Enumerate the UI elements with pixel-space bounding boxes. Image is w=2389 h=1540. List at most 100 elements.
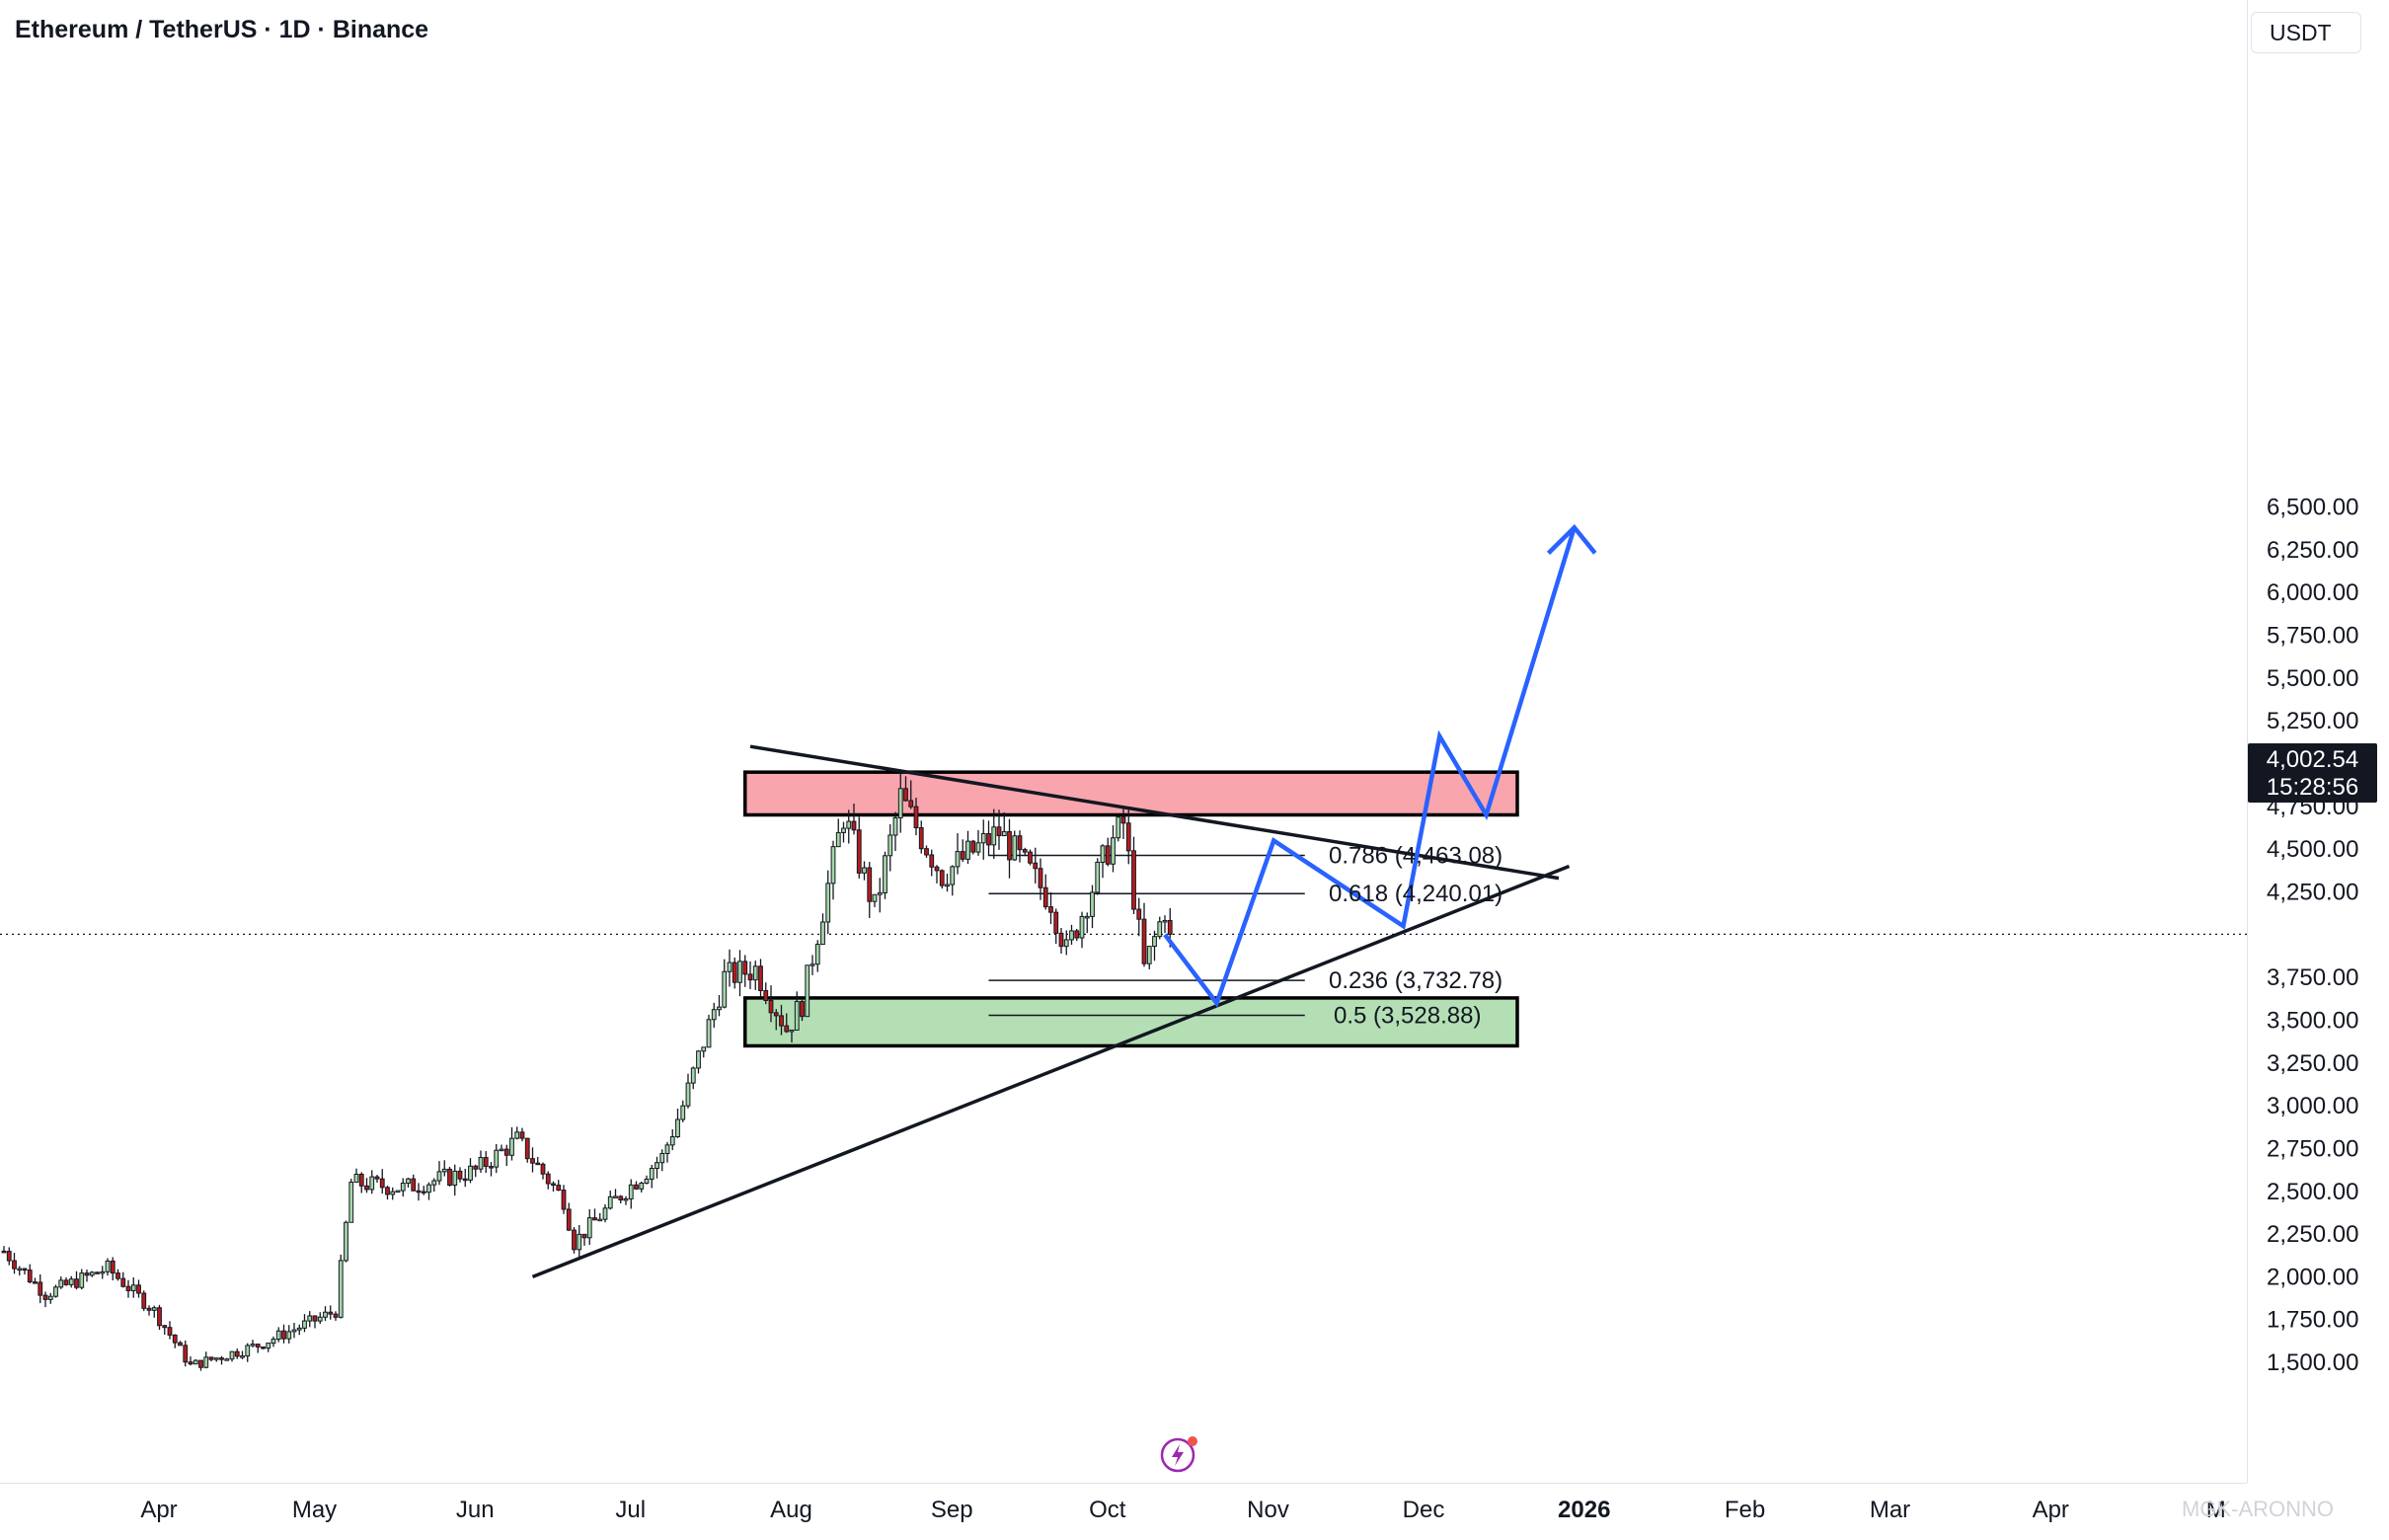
candle <box>784 1013 790 1034</box>
candle <box>203 1351 209 1369</box>
candle <box>53 1284 58 1298</box>
candle <box>33 1277 38 1284</box>
candle <box>245 1343 251 1362</box>
candle <box>240 1350 245 1359</box>
price-axis-label: 3,250.00 <box>2267 1050 2358 1077</box>
price-chart[interactable]: 0.786 (4,463.08) 0.618 (4,240.01) 0.236 (3… <box>0 0 2247 1483</box>
candle <box>344 1220 348 1263</box>
candle <box>779 1004 784 1036</box>
candle <box>586 1209 592 1246</box>
time-axis-label: 2026 <box>1558 1497 1610 1523</box>
time-axis-label: Dec <box>1403 1497 1445 1523</box>
candle <box>270 1336 276 1348</box>
candle <box>1125 807 1131 865</box>
candle <box>877 878 883 913</box>
candle <box>79 1269 85 1290</box>
currency-selector-button[interactable]: USDT <box>2251 12 2361 53</box>
candle <box>794 991 800 1031</box>
candle <box>509 1126 514 1161</box>
candle <box>872 893 878 907</box>
candle <box>105 1258 111 1276</box>
candle <box>141 1290 147 1312</box>
candle <box>623 1195 629 1205</box>
candle <box>328 1305 334 1320</box>
candle <box>742 955 748 987</box>
candle <box>219 1355 224 1365</box>
time-axis[interactable]: Apr May Jun Jul Aug Sep Oct Nov Dec 2026 Feb Mar Apr… <box>0 1483 2247 1535</box>
candle <box>188 1356 193 1366</box>
candle <box>945 874 950 892</box>
candle <box>805 964 810 1018</box>
candle <box>1022 847 1028 857</box>
candle <box>317 1312 323 1325</box>
fib-level-label: 0.786 (4,463.08) <box>1329 843 1503 870</box>
candle <box>291 1323 297 1339</box>
candle <box>1136 897 1142 937</box>
candle <box>42 1291 48 1308</box>
candle <box>628 1179 634 1209</box>
candle <box>1162 915 1168 934</box>
candle <box>659 1149 665 1172</box>
current-price-value: 4,002.54 <box>2266 746 2359 773</box>
watermark-text: MGK-ARONNO <box>2182 1497 2334 1521</box>
candle <box>307 1311 313 1328</box>
candle <box>1048 891 1053 925</box>
candle <box>416 1183 422 1201</box>
candle <box>867 862 873 918</box>
candle <box>17 1266 23 1276</box>
price-axis-label: 3,750.00 <box>2267 964 2358 991</box>
candle <box>572 1227 577 1254</box>
candle <box>955 833 961 875</box>
candle <box>275 1327 281 1343</box>
candle <box>939 869 945 889</box>
candle <box>1111 824 1116 873</box>
candle <box>680 1100 686 1122</box>
candle <box>447 1167 452 1187</box>
time-axis-label: Feb <box>1725 1497 1765 1523</box>
candle <box>478 1150 484 1174</box>
candle <box>566 1202 572 1232</box>
candle <box>773 1009 779 1031</box>
candle <box>421 1186 426 1195</box>
candle <box>768 985 774 1023</box>
candle <box>669 1129 675 1151</box>
candle <box>862 861 867 881</box>
price-axis[interactable]: 6,500.00 6,250.00 6,000.00 5,750.00 5,500.00… <box>2247 0 2389 1483</box>
time-axis-label: May <box>292 1497 337 1523</box>
candle <box>468 1158 473 1184</box>
fib-level-label: 0.5 (3,528.88) <box>1334 1002 1481 1029</box>
candle <box>426 1182 431 1200</box>
candle <box>1017 830 1023 863</box>
candle <box>390 1187 396 1200</box>
candle <box>1001 811 1007 837</box>
candle <box>644 1175 650 1185</box>
descending-trendline[interactable] <box>749 744 1560 881</box>
candle <box>385 1186 390 1200</box>
candle <box>431 1178 437 1193</box>
candle <box>503 1144 509 1167</box>
candle <box>1131 836 1136 915</box>
candle <box>47 1292 53 1304</box>
candle <box>462 1168 468 1188</box>
candle <box>913 798 919 836</box>
candle <box>224 1357 230 1361</box>
candle <box>800 998 805 1022</box>
candle <box>167 1321 173 1340</box>
candle <box>436 1161 442 1186</box>
candle <box>1012 830 1018 862</box>
candle <box>255 1344 261 1353</box>
projected-path[interactable] <box>1163 526 1577 1008</box>
candle <box>830 840 836 900</box>
candle <box>883 851 887 899</box>
candle <box>960 839 965 863</box>
ascending-trendline[interactable] <box>531 864 1571 1279</box>
candle <box>125 1279 131 1298</box>
candle <box>980 819 986 860</box>
candle <box>499 1144 504 1152</box>
candle <box>333 1311 339 1321</box>
candle <box>556 1180 562 1192</box>
candle <box>763 982 769 1005</box>
price-axis-label: 3,500.00 <box>2267 1007 2358 1034</box>
lightning-icon[interactable] <box>1158 1433 1201 1477</box>
candle <box>411 1174 417 1192</box>
